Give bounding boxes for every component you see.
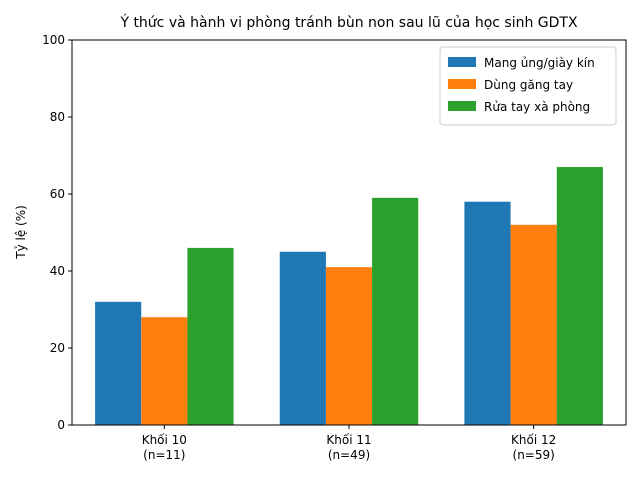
legend-swatch: [448, 101, 476, 111]
bar: [95, 301, 142, 425]
legend-swatch: [448, 57, 476, 67]
chart-title: Ý thức và hành vi phòng tránh bùn non sa…: [119, 14, 578, 31]
y-tick-label: 0: [57, 418, 65, 432]
y-tick-label: 60: [50, 187, 65, 201]
legend-swatch: [448, 79, 476, 89]
y-tick-label: 40: [50, 264, 65, 278]
y-tick-label: 20: [50, 341, 65, 355]
bar: [187, 247, 234, 425]
y-tick-label: 100: [42, 33, 65, 47]
x-tick-label: Khối 11 (n=49): [326, 433, 371, 462]
legend-label: Dùng găng tay: [484, 78, 573, 92]
legend-box: [439, 46, 617, 126]
bar: [464, 201, 511, 425]
y-tick-label: 80: [50, 110, 65, 124]
legend-label: Mang ủng/giày kín: [484, 56, 595, 70]
plot-frame: [71, 39, 627, 426]
bar: [510, 224, 557, 425]
y-axis-label: Tỷ lệ (%): [14, 205, 28, 260]
bar: [372, 197, 419, 425]
bar: [141, 317, 188, 425]
bar: [279, 251, 326, 425]
bar: [325, 267, 373, 425]
bar: [556, 167, 603, 426]
legend-label: Rửa tay xà phòng: [484, 100, 590, 114]
x-tick-label: Khối 10 (n=11): [142, 433, 187, 462]
x-tick-label: Khối 12 (n=59): [511, 433, 556, 462]
